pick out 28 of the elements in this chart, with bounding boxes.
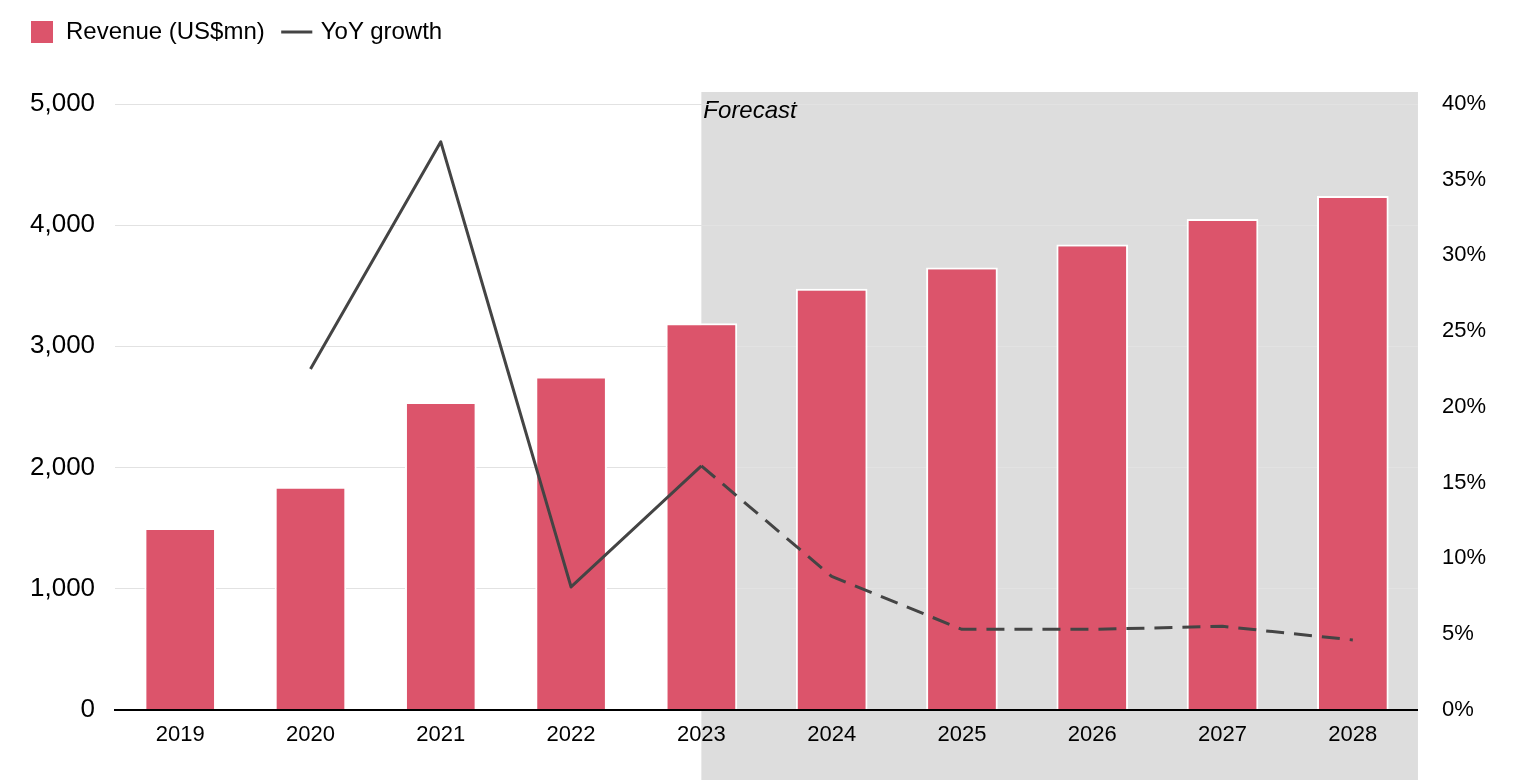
y-tick-label: 2,000 <box>29 450 96 481</box>
y-tick-label: 5,000 <box>29 87 96 118</box>
y-tick-label: 1,000 <box>29 571 96 602</box>
x-tick-label: 2022 <box>546 720 596 746</box>
x-tick-label: 2028 <box>1328 720 1378 746</box>
y2-tick-label: 40% <box>1441 90 1487 116</box>
band-label: Forecast <box>703 95 799 123</box>
x-tick-label: 2026 <box>1067 720 1117 746</box>
x-tick-label: 2020 <box>286 720 335 746</box>
x-tick-label: 2027 <box>1198 720 1248 746</box>
y-tick-label: 4,000 <box>29 208 96 239</box>
y2-tick-label: 0% <box>1441 695 1474 721</box>
x-tick-label: 2024 <box>807 720 857 746</box>
y2-tick-label: 5% <box>1441 619 1474 645</box>
y2-tick-label: 35% <box>1441 165 1487 191</box>
x-tick-label: 2021 <box>416 720 466 746</box>
y-tick-label: 0 <box>80 692 96 723</box>
x-tick-label: 2023 <box>676 720 726 746</box>
y2-tick-label: 10% <box>1441 544 1487 570</box>
legend-label: Revenue (US$mn) <box>66 16 265 44</box>
y2-tick-label: 30% <box>1441 241 1487 267</box>
x-tick-label: 2025 <box>937 720 987 746</box>
y2-tick-label: 25% <box>1441 317 1487 343</box>
y2-tick-label: 20% <box>1441 392 1487 418</box>
legend-label: YoY growth <box>320 16 443 44</box>
y2-tick-label: 15% <box>1441 468 1487 494</box>
y-tick-label: 3,000 <box>29 329 96 360</box>
x-tick-label: 2019 <box>155 720 205 746</box>
